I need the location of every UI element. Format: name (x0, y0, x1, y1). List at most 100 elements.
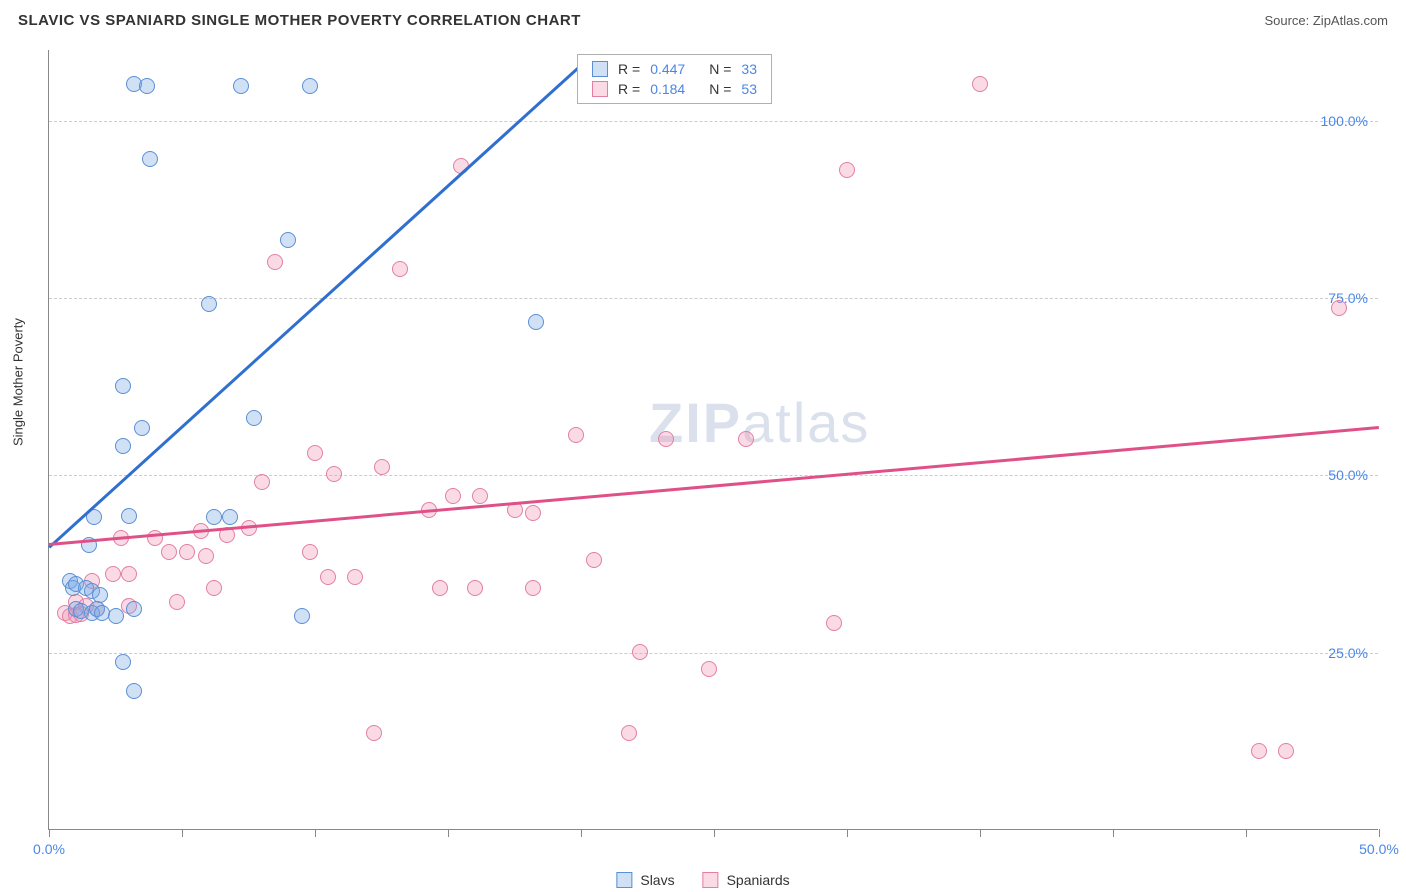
data-point-slavs (280, 232, 296, 248)
trendline-spaniards (49, 426, 1379, 545)
slavs-swatch-icon (592, 61, 608, 77)
data-point-spaniards (1251, 743, 1267, 759)
data-point-slavs (201, 296, 217, 312)
data-point-spaniards (525, 580, 541, 596)
data-point-spaniards (326, 466, 342, 482)
y-tick-label: 25.0% (1328, 645, 1368, 661)
data-point-slavs (294, 608, 310, 624)
x-tick-label: 0.0% (33, 841, 65, 857)
watermark: ZIPatlas (649, 390, 870, 455)
data-point-slavs (115, 378, 131, 394)
data-point-slavs (139, 78, 155, 94)
data-point-spaniards (621, 725, 637, 741)
data-point-spaniards (161, 544, 177, 560)
legend-item-spaniards: Spaniards (703, 872, 790, 888)
scatter-plot: ZIPatlas 25.0%50.0%75.0%100.0%0.0%50.0%R… (48, 50, 1378, 830)
data-point-spaniards (525, 505, 541, 521)
data-point-slavs (108, 608, 124, 624)
data-point-spaniards (467, 580, 483, 596)
y-tick-label: 100.0% (1321, 113, 1368, 129)
x-tick (315, 829, 316, 837)
data-point-slavs (246, 410, 262, 426)
stats-row-slavs: R = 0.447 N = 33 (578, 59, 771, 79)
x-tick (714, 829, 715, 837)
data-point-spaniards (826, 615, 842, 631)
data-point-spaniards (1331, 300, 1347, 316)
spaniards-swatch-icon (703, 872, 719, 888)
stat-r-label: R = (618, 81, 640, 97)
data-point-spaniards (632, 644, 648, 660)
gridline (49, 475, 1378, 476)
data-point-spaniards (586, 552, 602, 568)
legend-item-slavs: Slavs (616, 872, 674, 888)
gridline (49, 121, 1378, 122)
stats-box: R = 0.447 N = 33 R = 0.184 N = 53 (577, 54, 772, 104)
data-point-spaniards (347, 569, 363, 585)
stat-n-label: N = (709, 81, 731, 97)
data-point-spaniards (1278, 743, 1294, 759)
data-point-slavs (142, 151, 158, 167)
x-tick (448, 829, 449, 837)
chart-title: SLAVIC VS SPANIARD SINGLE MOTHER POVERTY… (18, 12, 581, 29)
stat-n-value: 33 (741, 61, 757, 77)
x-tick (980, 829, 981, 837)
legend-label: Spaniards (727, 872, 790, 888)
data-point-spaniards (254, 474, 270, 490)
gridline (49, 298, 1378, 299)
data-point-slavs (222, 509, 238, 525)
x-tick (1113, 829, 1114, 837)
spaniards-swatch-icon (592, 81, 608, 97)
data-point-spaniards (198, 548, 214, 564)
data-point-slavs (126, 601, 142, 617)
x-tick (847, 829, 848, 837)
data-point-spaniards (839, 162, 855, 178)
data-point-spaniards (445, 488, 461, 504)
legend: Slavs Spaniards (616, 872, 789, 888)
data-point-spaniards (658, 431, 674, 447)
data-point-slavs (134, 420, 150, 436)
source-label: Source: ZipAtlas.com (1264, 13, 1388, 28)
x-tick (1379, 829, 1380, 837)
data-point-spaniards (267, 254, 283, 270)
stat-r-value: 0.184 (650, 81, 685, 97)
data-point-slavs (126, 683, 142, 699)
data-point-slavs (206, 509, 222, 525)
stat-r-value: 0.447 (650, 61, 685, 77)
x-tick (1246, 829, 1247, 837)
x-tick (182, 829, 183, 837)
x-tick-label: 50.0% (1359, 841, 1399, 857)
data-point-spaniards (432, 580, 448, 596)
data-point-spaniards (179, 544, 195, 560)
gridline (49, 653, 1378, 654)
data-point-spaniards (302, 544, 318, 560)
data-point-spaniards (472, 488, 488, 504)
data-point-spaniards (206, 580, 222, 596)
legend-label: Slavs (640, 872, 674, 888)
stat-n-value: 53 (741, 81, 757, 97)
data-point-slavs (528, 314, 544, 330)
data-point-spaniards (392, 261, 408, 277)
data-point-slavs (233, 78, 249, 94)
data-point-spaniards (105, 566, 121, 582)
data-point-slavs (302, 78, 318, 94)
data-point-spaniards (701, 661, 717, 677)
data-point-slavs (115, 654, 131, 670)
data-point-spaniards (169, 594, 185, 610)
x-tick (581, 829, 582, 837)
data-point-spaniards (972, 76, 988, 92)
data-point-slavs (115, 438, 131, 454)
stats-row-spaniards: R = 0.184 N = 53 (578, 79, 771, 99)
stat-r-label: R = (618, 61, 640, 77)
data-point-spaniards (738, 431, 754, 447)
stat-n-label: N = (709, 61, 731, 77)
data-point-spaniards (121, 566, 137, 582)
data-point-spaniards (366, 725, 382, 741)
data-point-spaniards (320, 569, 336, 585)
data-point-slavs (121, 508, 137, 524)
data-point-spaniards (307, 445, 323, 461)
data-point-spaniards (374, 459, 390, 475)
x-tick (49, 829, 50, 837)
y-tick-label: 50.0% (1328, 467, 1368, 483)
y-axis-label: Single Mother Poverty (11, 318, 26, 446)
data-point-spaniards (568, 427, 584, 443)
